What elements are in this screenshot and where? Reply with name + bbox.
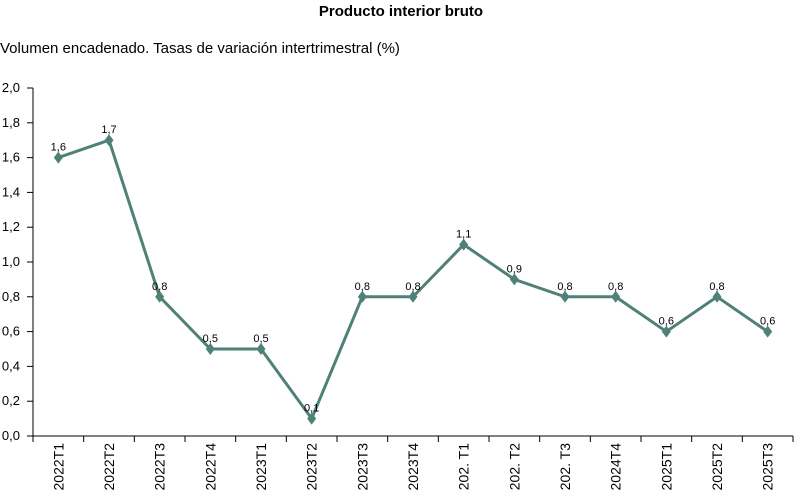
x-tick-label: 2022T3 <box>152 443 168 491</box>
y-tick-label: 0,8 <box>2 289 20 304</box>
y-tick-label: 0,4 <box>2 358 20 373</box>
y-tick-label: 1,6 <box>2 150 20 165</box>
data-label: 1,6 <box>51 142 66 154</box>
x-tick-label: 2023T3 <box>354 443 370 491</box>
marker <box>661 325 671 338</box>
x-tick-label: 2023T2 <box>304 443 320 491</box>
data-label: 0,9 <box>507 263 522 275</box>
x-tick-label: 202. T3 <box>557 443 573 490</box>
marker <box>357 290 367 303</box>
data-label: 1,7 <box>101 124 116 136</box>
marker <box>307 412 317 425</box>
y-tick-label: 0,0 <box>2 428 20 443</box>
marker <box>155 290 165 303</box>
x-tick-label: 202. T2 <box>506 443 522 490</box>
x-tick-label: 2023T4 <box>405 443 421 491</box>
data-label: 0,1 <box>304 403 319 415</box>
data-label: 0,8 <box>405 281 420 293</box>
data-label: 0,6 <box>659 316 674 328</box>
data-label: 0,8 <box>709 281 724 293</box>
marker <box>205 343 215 355</box>
y-tick-label: 1,0 <box>2 254 20 269</box>
data-label: 0,8 <box>557 281 572 293</box>
data-label: 0,5 <box>253 333 268 345</box>
y-tick-label: 1,4 <box>2 184 20 199</box>
data-label: 0,8 <box>355 281 370 293</box>
y-tick-label: 1,8 <box>2 115 20 130</box>
x-tick-label: 2025T3 <box>760 443 776 491</box>
y-tick-label: 1,2 <box>2 219 20 234</box>
marker <box>611 290 621 303</box>
y-tick-label: 0,2 <box>2 393 20 408</box>
y-tick-label: 0,6 <box>2 324 20 339</box>
x-tick-label: 2022T4 <box>202 443 218 491</box>
marker <box>408 290 418 303</box>
marker <box>256 343 266 355</box>
marker <box>459 238 469 251</box>
marker <box>763 325 773 338</box>
marker <box>104 134 114 147</box>
data-label: 1,1 <box>456 229 471 241</box>
chart-subtitle: Volumen encadenado. Tasas de variación i… <box>0 40 400 57</box>
marker <box>560 290 570 303</box>
line <box>57 138 769 422</box>
x-tick-label: 202. T1 <box>456 443 472 490</box>
x-tick-label: 2024T4 <box>608 443 624 491</box>
y-tick-label: 2,0 <box>2 80 20 95</box>
marker <box>712 290 722 303</box>
marker <box>509 273 519 286</box>
x-tick-label: 2022T2 <box>101 443 117 491</box>
marker <box>53 151 63 164</box>
data-label: 0,8 <box>608 281 623 293</box>
x-tick-label: 2022T1 <box>50 443 66 491</box>
data-label: 0,8 <box>152 281 167 293</box>
chart-title: Producto interior bruto <box>319 3 483 20</box>
x-tick-label: 2025T1 <box>658 443 674 491</box>
data-label: 0,6 <box>760 316 775 328</box>
x-tick-label: 2025T2 <box>709 443 725 491</box>
x-tick-label: 2023T1 <box>253 443 269 491</box>
data-label: 0,5 <box>203 333 218 345</box>
